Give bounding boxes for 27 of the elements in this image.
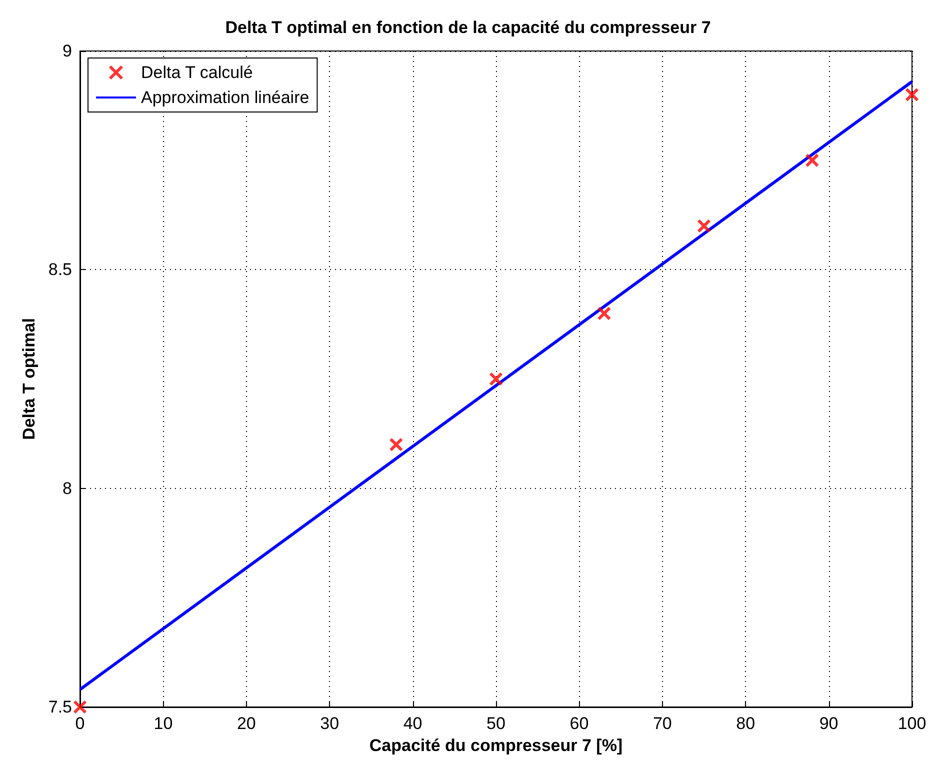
y-tick-label: 8 [62, 478, 72, 498]
y-tick-label: 9 [62, 42, 72, 60]
x-tick-label: 70 [652, 714, 672, 733]
point [905, 88, 919, 102]
x-tick-label: 100 [898, 714, 926, 733]
point [389, 438, 404, 452]
point [73, 700, 87, 714]
x-tick-label: 60 [570, 714, 589, 733]
x-tick-label: 40 [403, 714, 422, 733]
x-tick-label: 80 [736, 714, 756, 733]
x-tick-label: 10 [154, 714, 173, 733]
y-tick-label: 8.5 [48, 260, 72, 280]
chart-title: Delta T optimal en fonction de la capacité du compresseur 7 [225, 18, 711, 37]
x-axis-title: Capacité du compresseur 7 [%] [369, 736, 623, 755]
legend-label: Delta T calculé [141, 63, 253, 82]
x-tick-label: 20 [236, 714, 256, 733]
y-axis-title: Delta T optimal [19, 318, 38, 440]
x-tick-label: 90 [819, 714, 838, 733]
legend-label: Approximation linéaire [141, 88, 310, 107]
point [489, 372, 503, 386]
point [697, 218, 711, 233]
y-tick-label: 7.5 [48, 698, 72, 716]
x-tick-label: 30 [320, 714, 340, 733]
x-tick-label: 0 [75, 714, 85, 733]
point [597, 306, 612, 320]
x-tick-label: 50 [486, 714, 506, 733]
point [805, 153, 820, 168]
